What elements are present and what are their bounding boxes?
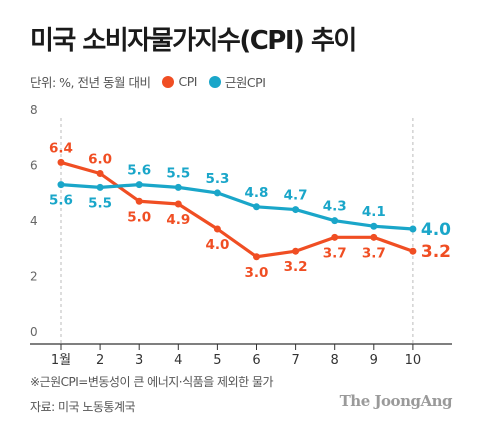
data-label: 5.5 [166,165,190,181]
data-label: 4.1 [362,204,386,220]
data-label: 4.7 [284,188,308,204]
data-label: 5.6 [49,193,73,209]
chart-title: 미국 소비자물가지수(CPI) 추이 [30,26,357,56]
data-point [292,247,300,255]
data-label: 3.0 [245,265,269,281]
data-point [370,233,378,241]
data-label: 3.2 [284,259,308,275]
x-tick-label: 7 [291,353,299,368]
data-label: 6.4 [49,140,73,156]
x-tick-label: 1월 [51,353,71,368]
series-line-cpi [59,160,415,259]
data-label: 4.8 [245,185,269,201]
data-point [331,233,339,241]
data-label: 3.7 [323,245,347,261]
legend-cpi-label: CPI [178,74,197,89]
source-note: 자료: 미국 노동통계국 [30,400,136,414]
data-label: 4.3 [323,199,347,215]
data-label: 5.0 [127,209,151,225]
data-label: 4.0 [205,237,229,253]
data-point [174,200,182,208]
y-tick-label: 2 [30,270,38,284]
x-tick-label: 3 [135,353,143,368]
data-label: 4.0 [421,220,451,240]
x-tick-label: 8 [331,353,339,368]
data-point [96,183,104,191]
legend-item-core-cpi: 근원CPI [208,72,266,91]
legend-core-cpi-label: 근원CPI [224,75,266,90]
data-point [57,158,65,166]
x-tick-label: 10 [405,353,422,368]
data-label: 3.7 [362,245,386,261]
data-point [96,170,104,177]
legend-item-cpi: CPI [162,74,197,89]
footnote: ※근원CPI=변동성이 큰 에너지·식품을 제외한 물가 [30,375,274,389]
data-point [370,222,378,230]
data-point [213,225,221,233]
data-point [135,197,143,205]
data-point [57,181,65,189]
data-label: 5.3 [205,171,229,187]
data-point [253,203,260,211]
unit-label: 단위: %, 전년 동월 대비 [30,75,151,90]
series-line-core-cpi [59,183,415,231]
data-label: 3.2 [421,242,451,262]
data-point [292,206,300,214]
brand-logo: The JoongAng [339,392,453,410]
y-tick-label: 0 [30,325,38,339]
y-tick-label: 8 [30,103,38,117]
x-tick-label: 4 [174,353,182,368]
data-point [409,247,417,255]
x-tick-label: 5 [213,353,221,368]
x-tick-label: 2 [96,353,104,368]
data-point [253,253,260,261]
x-tick-label: 6 [252,353,260,368]
data-label: 4.9 [166,212,190,228]
data-point [213,189,221,197]
data-label: 5.6 [127,163,151,179]
legend-cpi-dot-icon [162,75,175,88]
legend-core-cpi-dot-icon [208,75,221,88]
data-point [135,181,143,189]
data-point [331,217,339,225]
y-tick-label: 4 [30,214,38,228]
data-point [409,225,417,233]
x-tick-label: 9 [370,353,378,368]
data-point [174,183,182,191]
y-tick-label: 6 [30,159,38,173]
data-label: 6.0 [88,152,112,168]
data-label: 5.5 [88,195,112,211]
subtitle-row: 단위: %, 전년 동월 대비 CPI 근원CPI [30,72,266,91]
